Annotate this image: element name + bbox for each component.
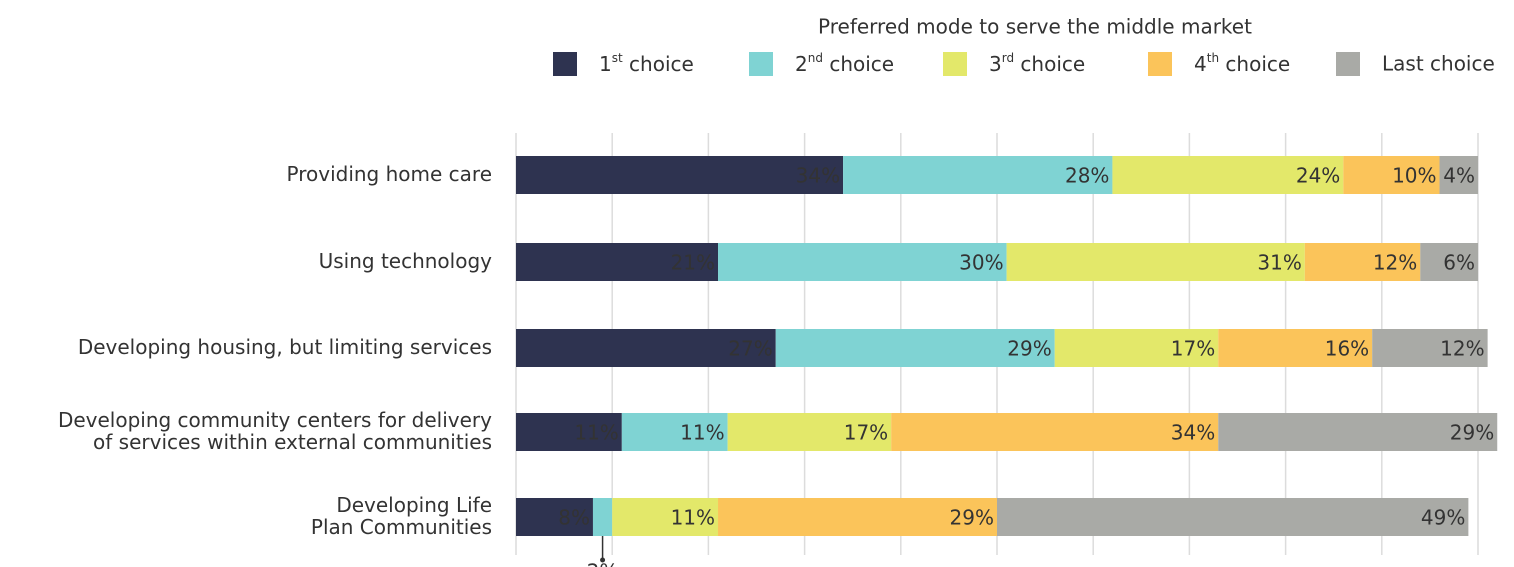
value-label: 34% [796, 164, 840, 188]
bar-segment [516, 243, 719, 281]
category-label: Providing home care [287, 162, 493, 186]
value-label: 29% [1007, 337, 1051, 361]
category-label: Using technology [319, 249, 493, 273]
value-label: 6% [1443, 251, 1475, 275]
value-label: 29% [1450, 421, 1494, 445]
bar-segment [1006, 243, 1305, 281]
label-dot [600, 557, 606, 563]
bar-segment [1054, 329, 1219, 367]
bar-segment [516, 498, 593, 536]
value-label: 11% [574, 421, 618, 445]
value-label: 28% [1065, 164, 1109, 188]
value-label: 34% [1171, 421, 1215, 445]
value-label: 31% [1257, 251, 1301, 275]
value-label: 30% [959, 251, 1003, 275]
value-label: 49% [1421, 506, 1465, 530]
value-label: 16% [1325, 337, 1369, 361]
value-label: 2% [587, 560, 619, 567]
category-label: Developing community centers for deliver… [58, 408, 492, 454]
bar-segment [775, 329, 1055, 367]
bar-segment [1343, 156, 1440, 194]
value-label: 11% [680, 421, 724, 445]
value-label: 12% [1440, 337, 1484, 361]
legend-label: Last choice [1382, 52, 1495, 76]
bar-segment [1420, 243, 1478, 281]
bar-segment [1218, 413, 1498, 451]
bar-segment [727, 413, 892, 451]
value-label: 12% [1373, 251, 1417, 275]
legend-swatch [1148, 52, 1172, 76]
legend-label: 3rd choice [989, 51, 1085, 76]
value-label: 29% [950, 506, 994, 530]
bar-segment [718, 243, 1007, 281]
bar-segment [718, 498, 997, 536]
category-label: Developing Life Plan Communities [311, 493, 492, 539]
value-label: 17% [844, 421, 888, 445]
legend-swatch [943, 52, 967, 76]
value-label: 8% [558, 506, 590, 530]
bar-segment [1304, 243, 1421, 281]
bar-segment [891, 413, 1219, 451]
category-label: Developing housing, but limiting service… [78, 335, 492, 359]
value-label: 10% [1392, 164, 1436, 188]
legend-swatch [553, 52, 577, 76]
chart-title: Preferred mode to serve the middle marke… [818, 15, 1252, 39]
bar-segment [1372, 329, 1488, 367]
bar-segment [592, 498, 613, 536]
legend-swatch [749, 52, 773, 76]
value-label: 17% [1171, 337, 1215, 361]
bar-segment [1439, 156, 1478, 194]
legend-swatch [1336, 52, 1360, 76]
bar-segment [621, 413, 728, 451]
bar-segment [516, 413, 622, 451]
bar-segment [1218, 329, 1373, 367]
legend-label: 1st choice [599, 51, 694, 76]
bar-segment [612, 498, 719, 536]
value-label: 4% [1443, 164, 1475, 188]
value-label: 24% [1296, 164, 1340, 188]
bar-segment [516, 156, 844, 194]
value-label: 27% [728, 337, 772, 361]
bar-segment [843, 156, 1113, 194]
legend-label: 2nd choice [795, 51, 894, 76]
bar-segment [516, 329, 776, 367]
legend-label: 4th choice [1194, 51, 1290, 76]
value-label: 11% [671, 506, 715, 530]
value-label: 21% [671, 251, 715, 275]
bar-segment [997, 498, 1469, 536]
bar-segment [1112, 156, 1344, 194]
